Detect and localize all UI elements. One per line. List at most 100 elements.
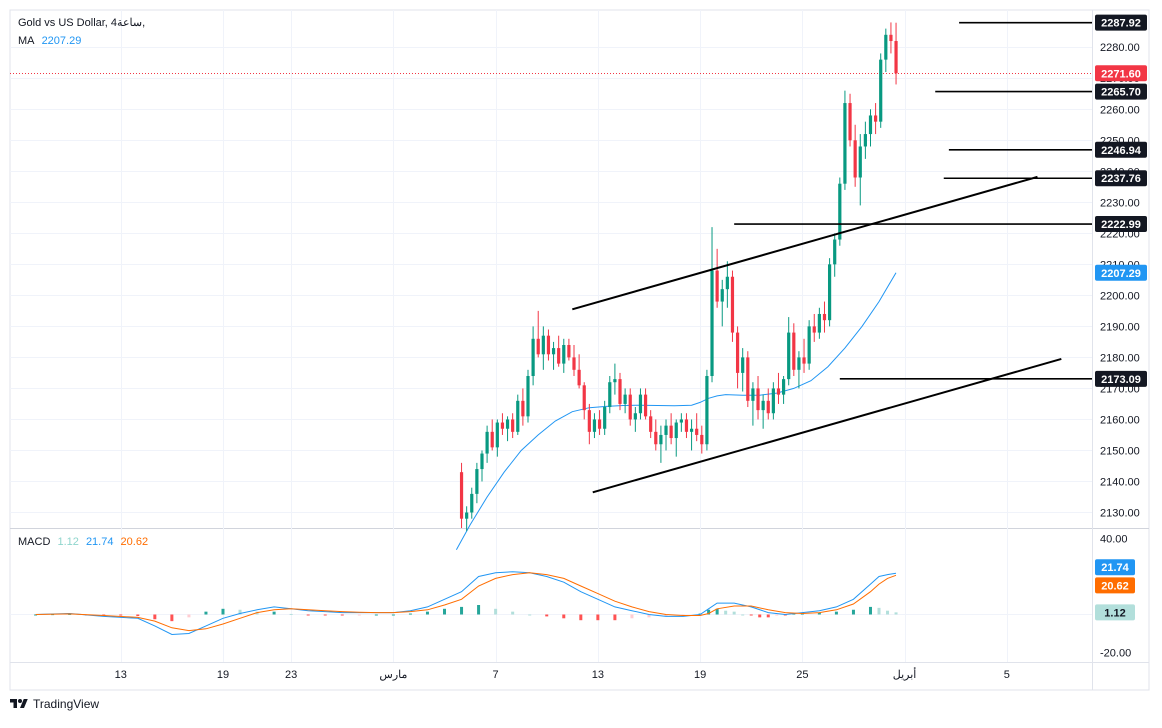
candle-body [822, 313, 827, 321]
candle-body [485, 431, 489, 454]
time-tick-label: 23 [285, 669, 297, 681]
candle-body [490, 431, 494, 448]
candle [725, 261, 729, 308]
candle-body [505, 419, 510, 429]
macd-histogram-bar [545, 614, 549, 617]
macd-histogram-bar [153, 614, 157, 620]
candle-body [546, 335, 551, 355]
ma-legend-value: 2207.29 [41, 35, 82, 47]
candle [597, 410, 602, 435]
macd-histogram-bar [877, 607, 881, 615]
macd-histogram-bar [238, 609, 242, 615]
macd-legend-hist-value: 1.12 [57, 536, 79, 548]
macd-histogram-bar [758, 614, 762, 618]
time-tick-label: 5 [1004, 669, 1010, 681]
candle-body [674, 422, 678, 439]
price-label-text: 2271.60 [1101, 68, 1141, 80]
candle [863, 121, 867, 159]
candle-body [741, 357, 745, 373]
candle-body [802, 357, 806, 364]
price-label-bg [1095, 141, 1147, 158]
candle-body [776, 388, 781, 395]
macd-legend-macd-value: 21.74 [85, 536, 114, 548]
candle [623, 388, 627, 414]
macd-histogram-bar [187, 614, 191, 618]
candle [587, 403, 591, 445]
candle [710, 227, 714, 383]
candle-body [521, 400, 525, 417]
candle [674, 419, 678, 457]
candle [838, 177, 842, 246]
candle [781, 376, 786, 404]
price-label-level: 2173.09 [1095, 370, 1147, 387]
candle [557, 335, 561, 367]
candle-body [516, 400, 520, 432]
candle [567, 338, 571, 361]
macd-histogram-bar [289, 613, 293, 615]
macd-histogram-bar [102, 614, 106, 616]
candle [475, 462, 479, 504]
candle-body [495, 422, 499, 448]
time-tick-label: 19 [694, 669, 706, 681]
candle [761, 394, 765, 429]
macd-histogram-bar [306, 614, 310, 616]
ma-legend-label: MA [18, 35, 35, 47]
macd-legend[interactable]: MACD 1.12 21.74 20.62 [18, 535, 152, 549]
candle-body [700, 434, 704, 445]
candle-body [623, 394, 627, 404]
price-label-text: 2246.94 [1101, 145, 1142, 157]
candle [858, 134, 862, 206]
candle [664, 419, 668, 451]
price-tick-label: 2140.00 [1100, 476, 1140, 488]
macd-histogram-bar [596, 614, 600, 621]
ma-legend[interactable]: MA 2207.29 [18, 34, 85, 48]
candle [603, 400, 607, 435]
candle [608, 376, 612, 414]
trendlines [572, 175, 1062, 494]
candle-body [531, 338, 535, 377]
chart-frame [9, 9, 1150, 691]
price-label-text: 2222.99 [1101, 219, 1141, 231]
tradingview-branding[interactable]: TradingView [10, 697, 99, 711]
candle-body [465, 512, 469, 519]
time-tick-label: 19 [217, 669, 229, 681]
candle-body [511, 419, 515, 432]
macd-label-histogram: 1.12 [1095, 604, 1135, 621]
macd-histogram-bar [613, 614, 617, 621]
candle-body [597, 419, 602, 429]
price-label-bg [1095, 14, 1147, 31]
macd-histogram-bar [272, 611, 276, 615]
candle [705, 369, 709, 451]
time-tick-label: 13 [115, 669, 127, 681]
price-label-level: 2237.76 [1095, 170, 1147, 187]
candle [822, 301, 827, 333]
candle-body [817, 313, 821, 333]
candle [894, 22, 898, 85]
candle [833, 233, 837, 277]
candle-body [587, 410, 591, 432]
candle-body [470, 493, 474, 513]
time-tick-label: مارس [379, 669, 407, 681]
candle-body [608, 382, 612, 408]
macd-label-signal: 20.62 [1095, 577, 1135, 594]
price-label-text: 2287.92 [1101, 18, 1141, 30]
candle [490, 419, 494, 451]
price-tick-label: 2130.00 [1100, 507, 1140, 519]
macd-histogram-bar [511, 611, 515, 615]
symbol-title[interactable]: Gold vs US Dollar, 4ساعة, [18, 17, 146, 29]
candle [526, 369, 530, 423]
price-label-bg [1095, 65, 1147, 82]
candle [618, 372, 622, 411]
candle [659, 425, 663, 463]
candle [654, 419, 658, 451]
candle-body [577, 369, 581, 386]
candle [817, 307, 821, 339]
macd-label-bg [1095, 577, 1135, 594]
candle-body [592, 419, 597, 432]
macd-histogram-bar [340, 614, 344, 616]
candle [546, 329, 551, 361]
candle [679, 413, 683, 432]
macd-label-text: 20.62 [1101, 580, 1129, 592]
candle-body [582, 385, 586, 411]
